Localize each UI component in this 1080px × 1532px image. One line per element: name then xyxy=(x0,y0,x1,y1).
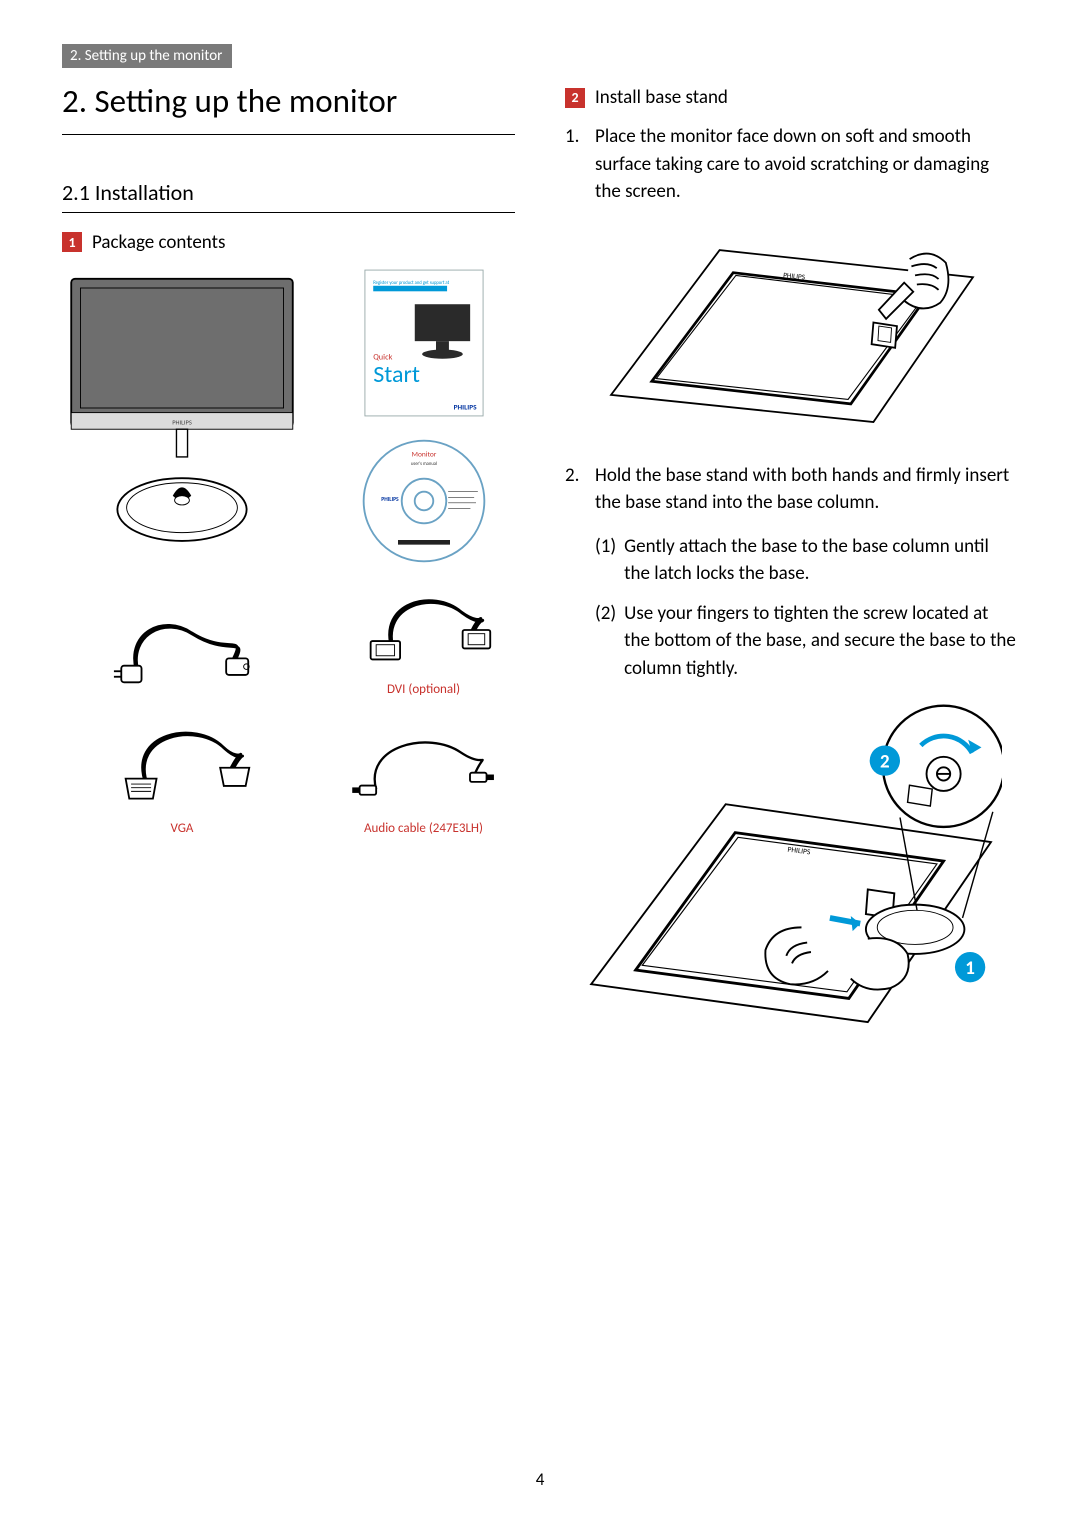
marker-2: 2 xyxy=(880,751,890,774)
substep-text: Use your fingers to tighten the screw lo… xyxy=(624,600,1018,683)
step-number: 2. xyxy=(565,462,585,517)
step-badge-1: 1 xyxy=(62,232,82,252)
monitor-with-base-illustration: PHILIPS xyxy=(62,268,302,548)
start-label: Start xyxy=(373,359,420,388)
substep-number: (1) xyxy=(595,533,616,588)
step-number: 1. xyxy=(565,123,585,206)
step-label-2: Install base stand xyxy=(595,86,728,109)
page-number: 4 xyxy=(0,1469,1080,1490)
attach-base-illustration: PHILIPS xyxy=(582,700,1002,1060)
instruction-substep-2: (2) Use your fingers to tighten the scre… xyxy=(595,600,1018,683)
section-title: 2.1 Installation xyxy=(62,179,515,213)
quick-start-card-illustration: Register your product and get support at… xyxy=(364,268,484,418)
header-tab: 2. Setting up the monitor xyxy=(62,44,232,68)
instruction-step-2: 2. Hold the base stand with both hands a… xyxy=(565,462,1018,517)
step-label-1: Package contents xyxy=(92,231,225,254)
vga-cable-illustration xyxy=(107,715,257,815)
monitor-facedown-illustration: PHILIPS xyxy=(602,222,982,432)
cd-illustration: Monitor user's manual PHILIPS xyxy=(359,436,489,566)
substep-number: (2) xyxy=(595,600,616,683)
svg-text:Register your product and get: Register your product and get support at xyxy=(373,281,449,286)
step-badge-2: 2 xyxy=(565,88,585,108)
svg-text:user's manual: user's manual xyxy=(410,461,436,466)
chapter-title: 2. Setting up the monitor xyxy=(62,82,515,135)
instruction-step-1: 1. Place the monitor face down on soft a… xyxy=(565,123,1018,206)
substep-text: Gently attach the base to the base colum… xyxy=(624,533,1018,588)
package-contents-heading: 1 Package contents xyxy=(62,231,515,254)
instruction-substep-1: (1) Gently attach the base to the base c… xyxy=(595,533,1018,588)
step-text: Place the monitor face down on soft and … xyxy=(595,123,1018,206)
svg-text:PHILIPS: PHILIPS xyxy=(172,418,192,426)
audio-cable-illustration xyxy=(349,723,499,815)
svg-text:Monitor: Monitor xyxy=(411,449,436,458)
power-cord-illustration xyxy=(107,605,257,697)
svg-text:PHILIPS: PHILIPS xyxy=(381,497,399,503)
dvi-caption: DVI (optional) xyxy=(387,682,460,697)
dvi-cable-illustration xyxy=(349,584,499,676)
vga-caption: VGA xyxy=(171,821,194,836)
brand-label: PHILIPS xyxy=(453,402,477,411)
install-base-heading: 2 Install base stand xyxy=(565,86,1018,109)
step-text: Hold the base stand with both hands and … xyxy=(595,462,1018,517)
right-column: 2 Install base stand 1. Place the monito… xyxy=(565,82,1018,1060)
marker-1: 1 xyxy=(965,957,975,980)
audio-caption: Audio cable (247E3LH) xyxy=(364,821,483,836)
left-column: 2. Setting up the monitor 2.1 Installati… xyxy=(62,82,515,1060)
